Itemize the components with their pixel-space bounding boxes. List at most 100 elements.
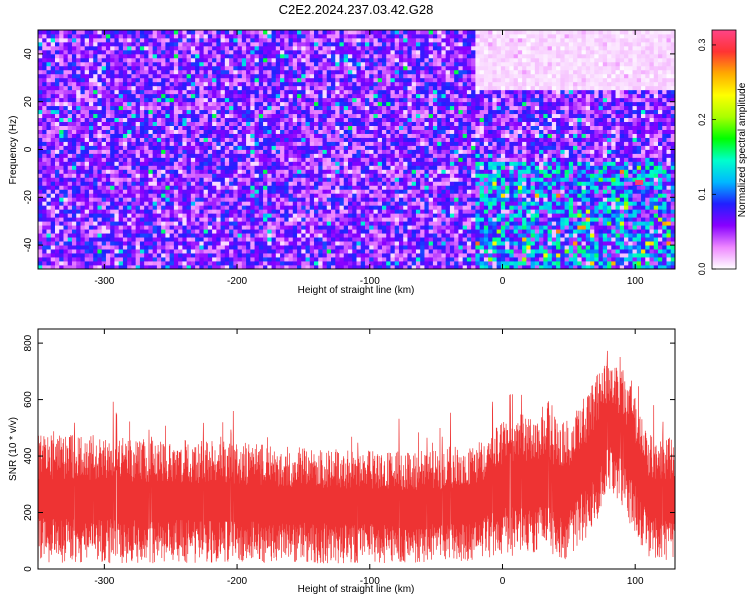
heatmap-cell [326, 49, 332, 55]
heatmap-cell [267, 49, 272, 55]
heatmap-cell [80, 249, 86, 254]
heatmap-cell [54, 245, 60, 250]
heatmap-cell [148, 241, 154, 246]
heatmap-cell [373, 77, 379, 83]
heatmap-cell [339, 161, 345, 166]
heatmap-cell [305, 249, 311, 254]
heatmap-cell [148, 129, 154, 134]
heatmap-cell [254, 229, 260, 234]
heatmap-cell [173, 229, 179, 234]
heatmap-cell [207, 197, 213, 202]
heatmap-cell [127, 165, 132, 170]
heatmap-cell [93, 105, 98, 111]
heatmap-cell [165, 257, 171, 262]
heatmap-cell [84, 57, 90, 63]
heatmap-cell [156, 205, 162, 210]
heatmap-cell [186, 73, 192, 79]
heatmap-cell [173, 41, 179, 47]
heatmap-cell [76, 109, 81, 115]
heatmap-cell [364, 125, 370, 130]
heatmap-cell [305, 65, 311, 71]
heatmap-cell [50, 117, 56, 123]
heatmap-cell [322, 101, 328, 107]
heatmap-cell [220, 117, 226, 123]
heatmap-cell [314, 245, 319, 250]
heatmap-cell [233, 113, 238, 119]
heatmap-cell [263, 73, 268, 79]
heatmap-cell [59, 181, 64, 186]
heatmap-cell [326, 129, 332, 134]
heatmap-cell [275, 81, 281, 87]
heatmap-cell [212, 153, 217, 158]
heatmap-cell [352, 41, 357, 47]
heatmap-cell [331, 141, 336, 146]
heatmap-cell [101, 109, 107, 115]
heatmap-cell [54, 261, 60, 266]
heatmap-cell [237, 89, 243, 95]
heatmap-cell [199, 201, 205, 206]
heatmap-cell [224, 265, 230, 269]
heatmap-cell [216, 213, 222, 218]
heatmap-cell [331, 49, 336, 55]
heatmap-cell [67, 85, 73, 91]
heatmap-cell [326, 249, 332, 254]
heatmap-cell [322, 53, 328, 59]
heatmap-cell [131, 125, 137, 130]
heatmap-cell [152, 201, 158, 206]
heatmap-cell [67, 189, 73, 194]
heatmap-cell [246, 109, 251, 115]
heatmap-cell [292, 69, 298, 75]
heatmap-cell [381, 113, 387, 119]
heatmap-cell [127, 265, 132, 269]
heatmap-cell [343, 193, 349, 198]
heatmap-cell [241, 153, 247, 158]
heatmap-cell [280, 233, 285, 238]
heatmap-cell [352, 30, 357, 35]
heatmap-cell [369, 229, 374, 234]
heatmap-cell [318, 49, 323, 55]
heatmap-cell [105, 197, 111, 202]
heatmap-cell [161, 217, 166, 222]
heatmap-cell [67, 93, 73, 99]
heatmap-cell [322, 113, 328, 119]
heatmap-cell [182, 53, 188, 59]
heatmap-cell [59, 189, 64, 194]
heatmap-cell [237, 181, 243, 186]
heatmap-cell [97, 149, 103, 154]
heatmap-cell [267, 41, 272, 47]
heatmap-cell [369, 245, 374, 250]
heatmap-cell [246, 261, 251, 266]
heatmap-cell [386, 205, 391, 210]
heatmap-cell [118, 101, 124, 107]
heatmap-cell [71, 241, 77, 246]
heatmap-cell [250, 173, 255, 178]
heatmap-cell [127, 109, 132, 115]
heatmap-cell [195, 153, 200, 158]
heatmap-cell [267, 237, 272, 242]
heatmap-cell [139, 33, 145, 39]
heatmap-cell [67, 149, 73, 154]
heatmap-cell [246, 85, 251, 91]
heatmap-cell [63, 65, 69, 71]
heatmap-cell [110, 169, 115, 174]
heatmap-cell [263, 45, 268, 51]
heatmap-cell [50, 193, 56, 198]
heatmap-cell [131, 69, 137, 75]
heatmap-cell [88, 133, 94, 138]
heatmap-cell [348, 129, 353, 134]
heatmap-cell [114, 57, 120, 63]
heatmap-cell [195, 189, 200, 194]
heatmap-cell [118, 93, 124, 99]
heatmap-cell [356, 213, 362, 218]
heatmap-cell [326, 225, 332, 230]
heatmap-cell [246, 177, 251, 182]
heatmap-cell [314, 229, 319, 234]
heatmap-cell [352, 61, 357, 67]
heatmap-cell [144, 217, 149, 222]
heatmap-cell [105, 30, 111, 35]
heatmap-cell [71, 265, 77, 269]
heatmap-cell [76, 85, 81, 91]
heatmap-cell [331, 237, 336, 242]
heatmap-cell [156, 93, 162, 99]
heatmap-cell [148, 169, 154, 174]
